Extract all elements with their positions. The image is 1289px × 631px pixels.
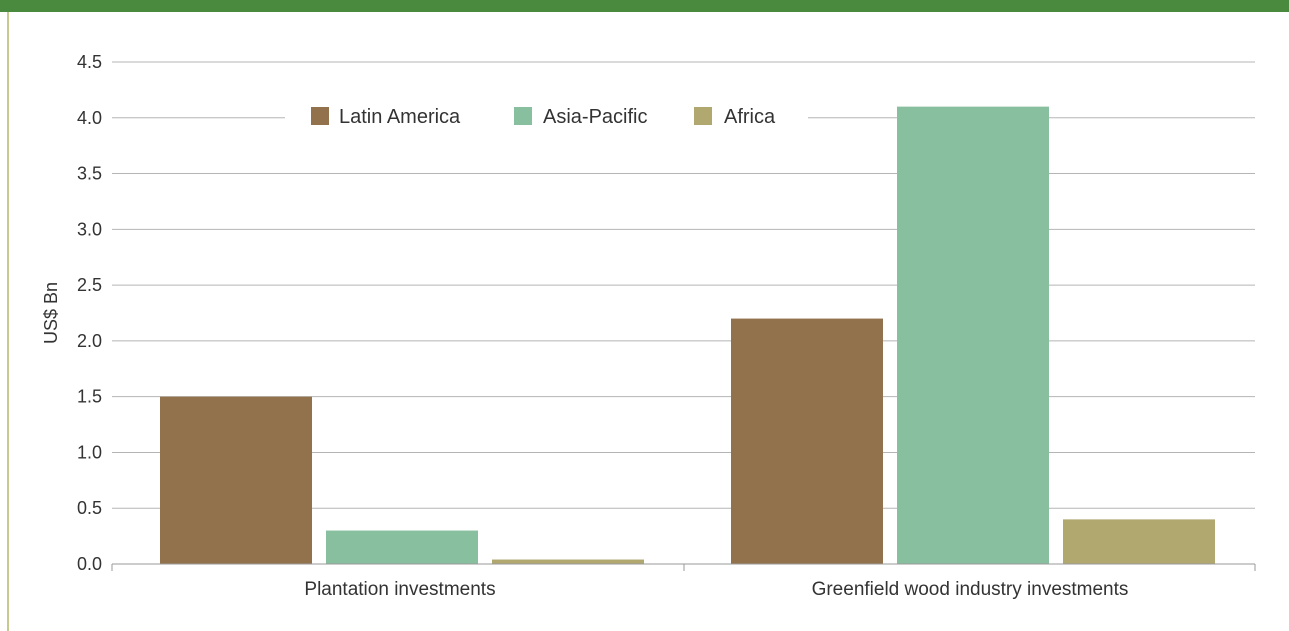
bar-latin-america-0	[160, 396, 312, 564]
y-tick-label: 4.0	[77, 108, 102, 128]
legend-label: Asia-Pacific	[543, 106, 647, 128]
bar-africa-0	[492, 559, 644, 564]
y-tick-label: 1.0	[77, 442, 102, 462]
y-tick-label: 2.5	[77, 275, 102, 295]
top-accent-bar	[0, 0, 1289, 12]
y-axis-ticks: 0.0 0.5 1.0 1.5 2.0 2.5 3.0 3.5 4.0 4.5	[77, 52, 102, 574]
bars	[160, 106, 1215, 564]
y-tick-label: 3.5	[77, 164, 102, 184]
left-accent-rule	[7, 12, 9, 631]
y-axis-label: US$ Bn	[41, 282, 61, 344]
bar-latin-america-1	[731, 318, 883, 564]
y-tick-label: 0.5	[77, 498, 102, 518]
category-label: Plantation investments	[304, 579, 495, 600]
category-labels: Plantation investments Greenfield wood in…	[304, 579, 1128, 600]
y-tick-label: 2.0	[77, 331, 102, 351]
category-label: Greenfield wood industry investments	[812, 579, 1129, 600]
bar-asia-pacific-1	[897, 106, 1049, 564]
x-axis	[111, 563, 1256, 571]
legend: Latin America Asia-Pacific Africa	[285, 98, 808, 134]
y-tick-label: 0.0	[77, 554, 102, 574]
legend-swatch	[514, 107, 532, 125]
y-tick-label: 3.0	[77, 219, 102, 239]
legend-swatch	[694, 107, 712, 125]
y-tick-label: 4.5	[77, 52, 102, 72]
bar-asia-pacific-0	[326, 530, 478, 564]
bar-africa-1	[1063, 519, 1215, 564]
legend-label: Latin America	[339, 106, 461, 128]
legend-background	[285, 98, 808, 134]
y-tick-label: 1.5	[77, 387, 102, 407]
legend-label: Africa	[724, 106, 776, 128]
legend-swatch	[311, 107, 329, 125]
